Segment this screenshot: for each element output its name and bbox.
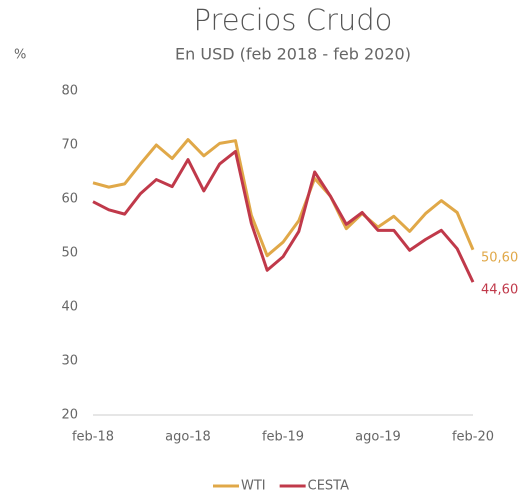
y-tick-label: 60 <box>61 192 78 207</box>
y-tick-label: 50 <box>61 246 78 261</box>
data-label: 50,60 <box>481 250 518 265</box>
x-tick-label: ago-18 <box>165 430 211 445</box>
x-tick-label: feb-18 <box>72 430 114 445</box>
line-series <box>92 138 475 258</box>
y-tick-label: 20 <box>61 408 78 423</box>
y-tick-label: 70 <box>61 138 78 153</box>
x-tick-label: feb-20 <box>452 430 494 445</box>
y-axis-label: % <box>14 48 26 63</box>
line-series <box>92 149 475 283</box>
y-tick-label: 30 <box>61 354 78 369</box>
x-tick-label: ago-19 <box>355 430 401 445</box>
legend-label: WTI <box>241 479 266 494</box>
chart-subtitle: En USD (feb 2018 - feb 2020) <box>175 45 411 64</box>
y-tick-label: 40 <box>61 300 78 315</box>
chart-title: Precios Crudo <box>194 3 393 37</box>
x-tick-label: feb-19 <box>262 430 304 445</box>
data-label: 44,60 <box>481 283 518 298</box>
y-tick-label: 80 <box>61 84 78 99</box>
legend-label: CESTA <box>308 479 349 494</box>
